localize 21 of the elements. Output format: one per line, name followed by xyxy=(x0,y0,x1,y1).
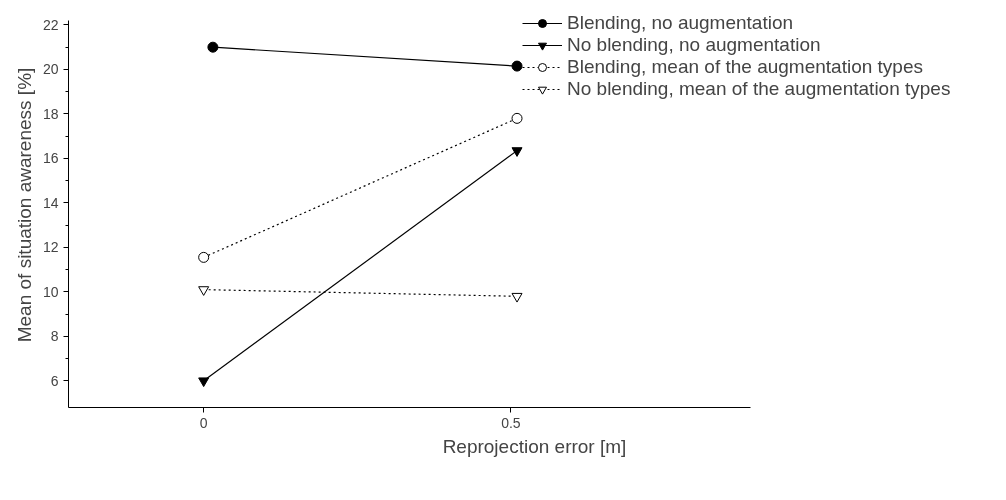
y-tick-label: 8 xyxy=(50,328,59,345)
x-axis-title: Reprojection error [m] xyxy=(442,435,627,457)
legend-label: No blending, no augmentation xyxy=(567,34,821,56)
legend-label: Blending, no augmentation xyxy=(567,12,794,34)
x-tick-label: 0.5 xyxy=(501,414,521,431)
y-tick-label: 12 xyxy=(42,239,59,256)
y-tick-label: 22 xyxy=(42,16,59,33)
y-tick-label: 18 xyxy=(42,105,59,122)
y-tick-label: 6 xyxy=(50,372,59,389)
x-tick-label: 0 xyxy=(199,414,208,431)
legend-label: Blending, mean of the augmentation types xyxy=(567,56,923,78)
y-tick-label: 10 xyxy=(42,283,59,300)
y-tick-label: 20 xyxy=(42,61,59,78)
legend-label: No blending, mean of the augmentation types xyxy=(567,78,951,100)
point xyxy=(511,112,523,124)
point xyxy=(207,41,219,53)
y-tick-label: 16 xyxy=(42,150,59,167)
y-axis-title: Mean of situation awareness [%] xyxy=(13,67,35,343)
point xyxy=(511,60,523,72)
y-tick-label: 14 xyxy=(42,194,59,211)
point xyxy=(198,251,210,263)
